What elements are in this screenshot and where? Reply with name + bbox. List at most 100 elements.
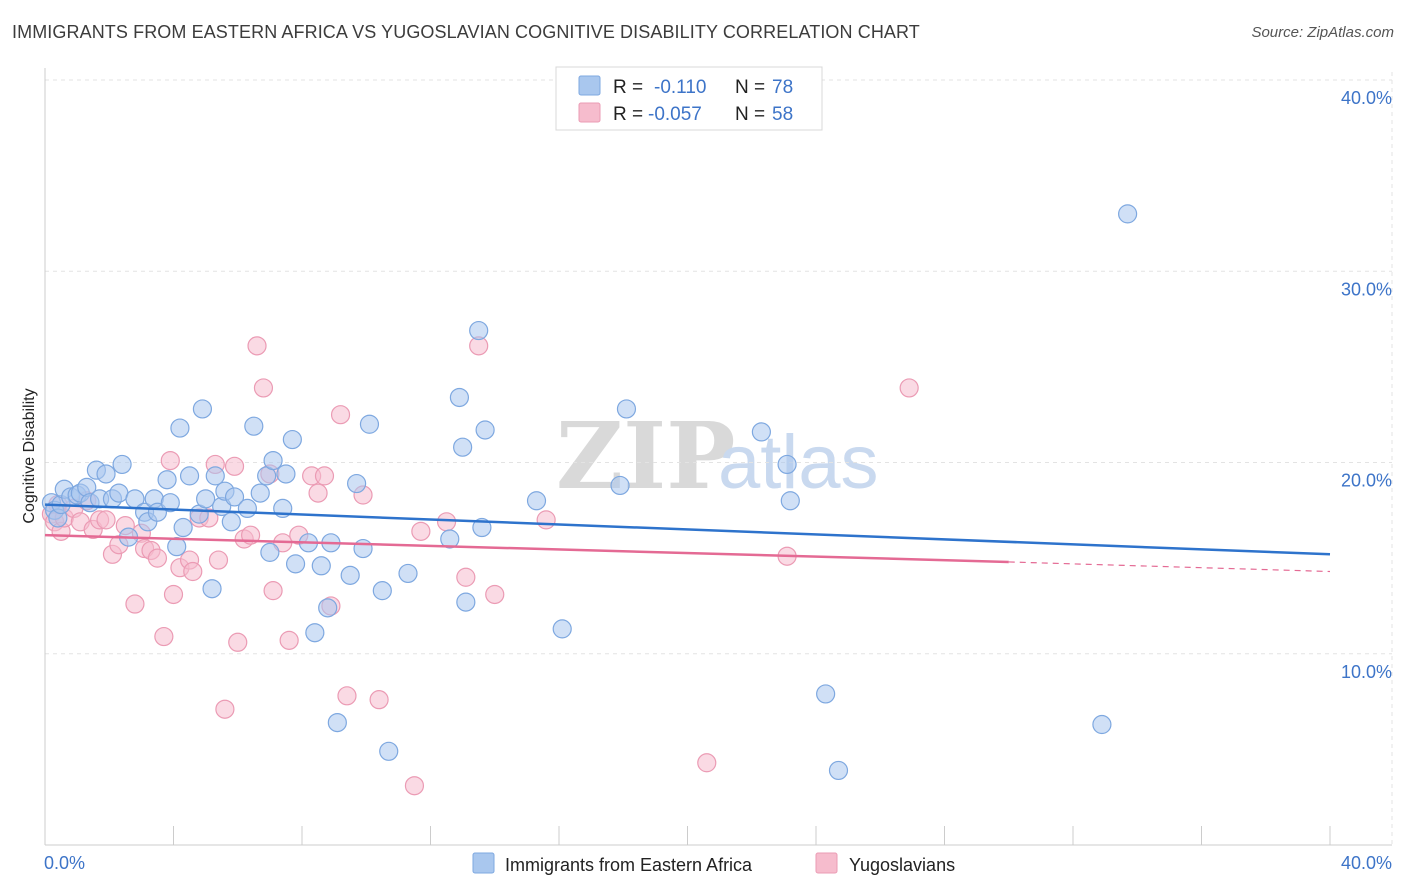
legend-series-label-blue: Immigrants from Eastern Africa — [505, 855, 753, 875]
blue-point-71 — [751, 422, 771, 442]
pink-point-50 — [411, 521, 431, 541]
y-tick-label-3: 40.0% — [1341, 88, 1392, 108]
x-tick-label-0: 0.0% — [44, 853, 85, 873]
pink-point-42 — [308, 483, 328, 503]
legend-r-value-blue: -0.110 — [654, 77, 706, 98]
legend-r-label-pink: R = — [613, 104, 643, 125]
pink-point-56 — [697, 753, 717, 773]
axes — [44, 68, 1392, 846]
pink-point-49 — [404, 776, 425, 796]
blue-point-25 — [170, 418, 190, 438]
legend-stats: R = -0.110 N = 78 R = -0.057 N = 58 — [555, 66, 823, 131]
legend-n-value-pink: 58 — [772, 104, 793, 125]
legend-series-swatch-blue — [472, 852, 495, 874]
blue-point-49 — [311, 556, 331, 576]
blue-point-58 — [379, 741, 399, 761]
y-axis-title: Cognitive Disability — [21, 388, 38, 523]
blue-point-65 — [472, 517, 492, 538]
pink-point-10 — [96, 510, 116, 530]
y-tick-label-2: 30.0% — [1341, 279, 1392, 299]
blue-point-22 — [157, 470, 177, 490]
x-tick-label-1: 40.0% — [1341, 853, 1392, 873]
pink-point-24 — [183, 561, 203, 582]
watermark-zip: ZIP — [556, 402, 735, 510]
y-tick-label-1: 20.0% — [1341, 471, 1392, 491]
pink-point-30 — [224, 456, 245, 476]
watermark: ZIP atlas — [556, 402, 879, 510]
pink-point-45 — [330, 405, 351, 425]
pink-point-39 — [279, 630, 299, 650]
blue-point-14 — [109, 483, 129, 503]
pink-point-21 — [163, 584, 184, 605]
y-tick-labels: 10.0% 20.0% 30.0% 40.0% — [1341, 88, 1392, 682]
blue-point-61 — [449, 387, 470, 408]
blue-point-41 — [263, 450, 283, 471]
blue-point-46 — [285, 554, 306, 574]
pink-point-29 — [215, 699, 235, 719]
blue-point-26 — [173, 517, 193, 538]
blue-point-76 — [1118, 204, 1138, 224]
pink-trend-line — [44, 533, 1009, 564]
legend-r-value-pink: -0.057 — [648, 104, 702, 125]
blue-point-29 — [192, 399, 213, 419]
chart-title: IMMIGRANTS FROM EASTERN AFRICA VS YUGOSL… — [12, 22, 920, 42]
blue-point-75 — [828, 760, 849, 781]
blue-point-36 — [224, 487, 245, 507]
blue-points — [41, 204, 1138, 781]
blue-point-24 — [167, 537, 187, 557]
pink-point-54 — [485, 584, 505, 605]
blue-point-50 — [318, 598, 338, 618]
pink-point-46 — [337, 686, 357, 706]
blue-point-52 — [327, 712, 347, 733]
blue-trend-line — [44, 503, 1331, 556]
x-tick-labels: 0.0% 40.0% — [44, 853, 1392, 873]
legend-n-value-blue: 78 — [772, 77, 793, 98]
legend-swatch-blue — [578, 75, 601, 96]
blue-point-44 — [276, 464, 296, 484]
pink-point-14 — [125, 594, 145, 614]
pink-point-37 — [263, 581, 283, 601]
legend-r-label-blue: R = — [613, 77, 643, 98]
blue-point-42 — [260, 542, 280, 562]
legend-series-label-pink: Yugoslavians — [849, 855, 955, 875]
blue-point-69 — [610, 475, 630, 496]
pink-trend-line-dashed — [1008, 561, 1331, 573]
pink-point-35 — [253, 378, 274, 398]
pink-point-43 — [314, 466, 335, 486]
pink-point-58 — [899, 378, 919, 398]
legend-series: Immigrants from Eastern Africa Yugoslavi… — [472, 852, 955, 875]
blue-point-31 — [202, 579, 222, 599]
legend-n-label-blue: N = — [735, 77, 765, 98]
blue-point-53 — [340, 565, 360, 585]
y-tick-label-0: 10.0% — [1341, 662, 1392, 682]
blue-point-48 — [305, 623, 325, 643]
pink-point-51 — [436, 512, 457, 532]
blue-point-37 — [237, 498, 257, 518]
legend-swatch-pink — [578, 102, 601, 123]
blue-point-72 — [777, 454, 797, 475]
blue-point-45 — [282, 429, 302, 450]
blue-point-77 — [1092, 714, 1112, 735]
legend-n-label-pink: N = — [735, 104, 765, 125]
pink-point-55 — [536, 510, 556, 530]
pink-points — [41, 336, 919, 796]
blue-point-73 — [780, 491, 800, 511]
blue-point-12 — [96, 464, 116, 484]
blue-point-66 — [475, 420, 495, 440]
pink-point-34 — [247, 336, 267, 356]
pink-point-18 — [147, 548, 168, 568]
pink-point-20 — [160, 450, 180, 471]
blue-point-32 — [205, 466, 225, 486]
source-credit: Source: ZipAtlas.com — [1251, 24, 1394, 41]
blue-point-27 — [179, 466, 200, 486]
blue-point-63 — [456, 592, 476, 612]
blue-point-15 — [112, 454, 132, 475]
blue-point-55 — [353, 538, 373, 559]
pink-point-48 — [369, 690, 389, 710]
pink-point-31 — [228, 632, 248, 652]
blue-point-57 — [372, 581, 392, 601]
blue-point-74 — [816, 684, 836, 704]
blue-point-54 — [347, 473, 367, 494]
blue-point-56 — [359, 414, 380, 434]
